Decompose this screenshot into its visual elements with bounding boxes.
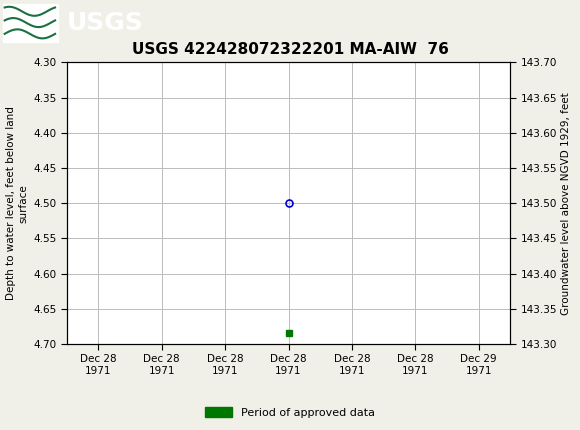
Text: USGS: USGS [67, 11, 144, 34]
Y-axis label: Groundwater level above NGVD 1929, feet: Groundwater level above NGVD 1929, feet [561, 92, 571, 315]
Text: USGS 422428072322201 MA-AIW  76: USGS 422428072322201 MA-AIW 76 [132, 42, 448, 57]
Y-axis label: Depth to water level, feet below land
surface: Depth to water level, feet below land su… [6, 106, 29, 300]
Legend: Period of approved data: Period of approved data [200, 403, 380, 422]
Bar [3, 3, 58, 42]
